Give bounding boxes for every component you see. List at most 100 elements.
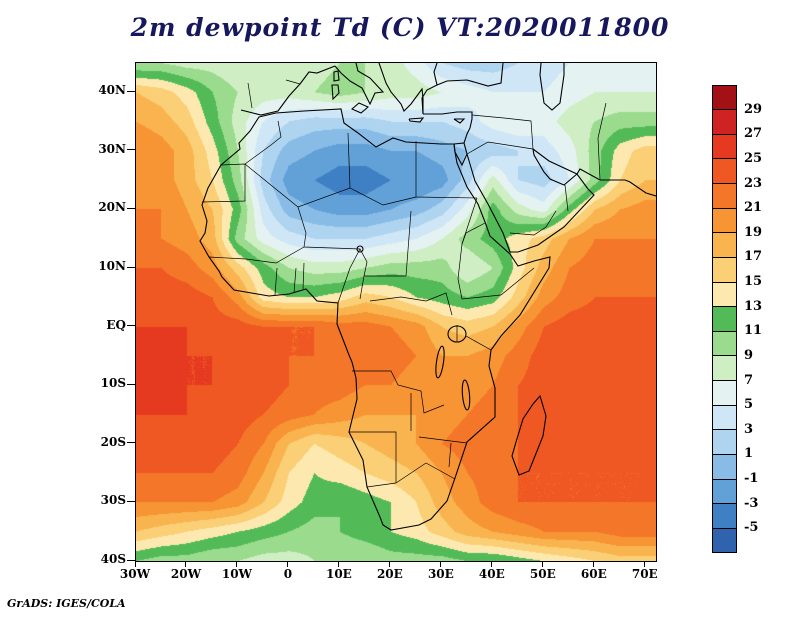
colorbar-segment: [712, 453, 737, 480]
colorbar-label: 15: [744, 274, 763, 290]
map-overlay: [199, 63, 656, 531]
border-segment: [285, 79, 301, 85]
y-axis-tick: [127, 559, 135, 561]
border-segment: [405, 210, 412, 277]
border-segment: [471, 114, 534, 150]
x-axis-tick-label: 20W: [170, 567, 202, 581]
x-axis-tick: [644, 561, 646, 567]
africa-coastline: [199, 108, 551, 531]
border-segment: [293, 267, 297, 294]
colorbar-segment: [712, 281, 737, 308]
y-axis-tick-label: 30N: [98, 141, 126, 156]
border-segment: [369, 292, 453, 316]
y-axis-tick-label: 20N: [98, 200, 126, 215]
colorbar-segment: [712, 503, 737, 529]
colorbar-segment: [712, 232, 737, 258]
lake-malawi: [461, 379, 471, 411]
border-segment: [247, 82, 253, 109]
x-axis-tick-label: 40E: [478, 567, 505, 581]
border-segment: [302, 262, 305, 290]
x-axis-tick: [593, 561, 595, 567]
colorbar-segment: [712, 207, 737, 234]
arabia-coastline: [466, 148, 595, 253]
border-segment: [418, 436, 468, 444]
colorbar-label: 19: [744, 224, 763, 240]
x-axis-tick-label: 30W: [119, 567, 151, 581]
border-segment: [564, 184, 569, 212]
iran-coastline: [532, 148, 656, 197]
country-borders: [201, 79, 607, 488]
border-segment: [201, 163, 246, 203]
lake-tanganyika: [435, 345, 445, 379]
border-segment: [337, 248, 361, 304]
colorbar: [712, 85, 737, 553]
border-segment: [457, 267, 535, 300]
y-axis-tick: [127, 383, 135, 385]
colorbar-segment: [712, 183, 737, 209]
border-segment: [509, 210, 557, 236]
plot-title: 2m dewpoint Td (C) VT:2020011800: [130, 13, 670, 42]
iberia-coastline: [240, 65, 336, 116]
border-segment: [461, 197, 478, 245]
x-axis-tick: [185, 561, 187, 567]
x-axis-tick: [491, 561, 493, 567]
grads-credit: GrADS: IGES/COLA: [7, 597, 126, 610]
x-axis-tick: [287, 561, 289, 567]
colorbar-segment: [712, 527, 737, 553]
y-axis-tick: [127, 207, 135, 209]
colorbar-segment: [712, 306, 737, 332]
y-axis-tick-label: 10S: [100, 376, 126, 391]
colorbar-segment: [712, 380, 737, 406]
border-segment: [349, 187, 417, 206]
border-segment: [457, 222, 486, 280]
colorbar-segment: [712, 85, 737, 111]
madagascar-coastline: [511, 394, 547, 476]
border-segment: [274, 267, 278, 296]
border-segment: [448, 442, 452, 468]
x-axis-tick-label: 60E: [580, 567, 607, 581]
balkan-greece-coastline: [378, 63, 424, 114]
colorbar-segment: [712, 158, 737, 185]
sinai-coastline: [453, 142, 468, 167]
sicily-coastline: [350, 102, 370, 114]
border-segment: [395, 462, 427, 484]
y-axis-tick: [127, 266, 135, 268]
y-axis-tick: [127, 149, 135, 151]
colorbar-label: 25: [744, 150, 763, 166]
x-axis-tick-label: 30E: [427, 567, 454, 581]
border-segment: [349, 431, 397, 483]
colorbar-label: -5: [744, 520, 759, 536]
colorbar-segment: [712, 478, 737, 505]
border-segment: [425, 462, 456, 480]
colorbar-segment: [712, 429, 737, 455]
colorbar-label: 3: [744, 421, 754, 437]
x-axis-tick-label: 10E: [325, 567, 352, 581]
corsica-coastline: [333, 70, 340, 82]
y-axis-tick: [127, 500, 135, 502]
crete-coastline: [408, 117, 425, 123]
border-segment: [466, 141, 534, 155]
colorbar-segment: [712, 133, 737, 160]
colorbar-segment: [712, 109, 737, 135]
x-axis-tick: [134, 561, 136, 567]
colorbar-label: 1: [744, 446, 754, 462]
border-segment: [597, 102, 607, 181]
colorbar-segment: [712, 355, 737, 382]
y-axis-tick: [127, 442, 135, 444]
turkey-levant-coastline: [423, 111, 473, 144]
colorbar-label: 9: [744, 347, 754, 363]
y-axis-tick: [127, 325, 135, 327]
cyprus-coastline: [453, 118, 466, 124]
colorbar-label: -1: [744, 471, 759, 487]
colorbar-segment: [712, 256, 737, 283]
map-frame: [135, 62, 657, 562]
y-axis-tick: [127, 90, 135, 92]
colorbar-label: 21: [744, 200, 763, 216]
y-axis-tick-label: 40S: [100, 552, 126, 566]
x-axis-tick: [389, 561, 391, 567]
x-axis-tick: [236, 561, 238, 567]
coastlines: [199, 63, 656, 531]
colorbar-label: 5: [744, 397, 754, 413]
y-axis-tick-label: 40N: [98, 83, 126, 98]
